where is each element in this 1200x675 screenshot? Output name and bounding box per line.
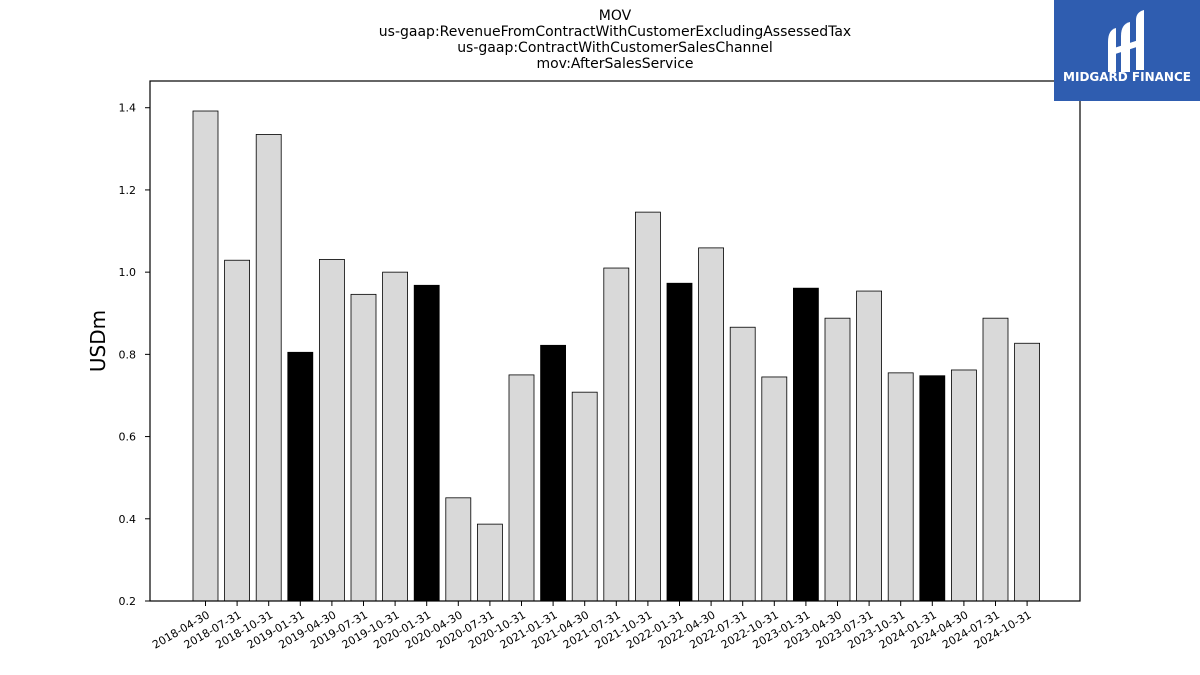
bar-2019-10-31 (382, 271, 409, 602)
y-tick-label: 1.4 (119, 102, 137, 115)
bar-2022-07-31 (729, 326, 756, 602)
bar-2023-07-31 (856, 290, 882, 602)
bar-2024-10-31 (1014, 342, 1040, 602)
bar-2018-10-31 (255, 134, 282, 602)
bar-2021-04-30 (571, 391, 598, 602)
x-axis-ticks: 2018-04-302018-07-312018-10-312019-01-31… (150, 601, 1034, 652)
chart-title-line-4: mov:AfterSalesService (536, 56, 693, 72)
y-tick-label: 0.4 (119, 513, 137, 526)
y-axis-ticks: 0.2 0.4 0.6 0.8 1.0 1.2 1.4 (119, 102, 150, 608)
bar-2022-04-30 (698, 247, 724, 602)
bar-2021-01-31 (540, 344, 566, 602)
chart-title: MOV us-gaap:RevenueFromContractWithCusto… (379, 8, 851, 72)
bar-2023-04-30 (824, 317, 851, 602)
bar-2019-04-30 (318, 258, 345, 602)
bar-2020-07-31 (476, 523, 503, 602)
bar-2019-07-31 (350, 293, 377, 602)
y-tick-label: 1.0 (119, 266, 137, 279)
y-tick-label: 1.2 (119, 184, 137, 197)
bar-2023-10-31 (887, 372, 914, 602)
bar-2018-07-31 (224, 259, 251, 602)
bar-2019-01-31 (287, 351, 314, 602)
bar-2020-10-31 (508, 374, 535, 602)
logo: MIDGARD FINANCE (1054, 0, 1200, 101)
chart-title-line-1: MOV (599, 8, 632, 24)
y-axis-label: USDm (86, 310, 110, 372)
y-tick-label: 0.8 (119, 348, 137, 361)
bar-2024-07-31 (982, 317, 1009, 602)
chart-title-line-3: us-gaap:ContractWithCustomerSalesChannel (457, 40, 773, 56)
bar-2024-01-31 (919, 375, 946, 602)
bar-2021-10-31 (635, 211, 661, 602)
chart-title-line-2: us-gaap:RevenueFromContractWithCustomerE… (379, 24, 851, 40)
plot-frame (149, 80, 1081, 602)
bar-2023-01-31 (793, 287, 819, 602)
bar-2021-07-31 (603, 267, 630, 602)
bar-2022-01-31 (666, 282, 693, 602)
midgard-logo-icon (1108, 10, 1145, 72)
bars-group (192, 110, 1040, 602)
bar-2020-04-30 (445, 497, 472, 602)
bar-2018-04-30 (192, 110, 219, 602)
bar-2022-10-31 (761, 376, 788, 602)
y-tick-label: 0.6 (119, 431, 137, 444)
logo-text: MIDGARD FINANCE (1063, 70, 1191, 84)
bar-2024-04-30 (951, 369, 977, 602)
y-tick-label: 0.2 (119, 595, 137, 608)
bar-2020-01-31 (413, 284, 440, 602)
